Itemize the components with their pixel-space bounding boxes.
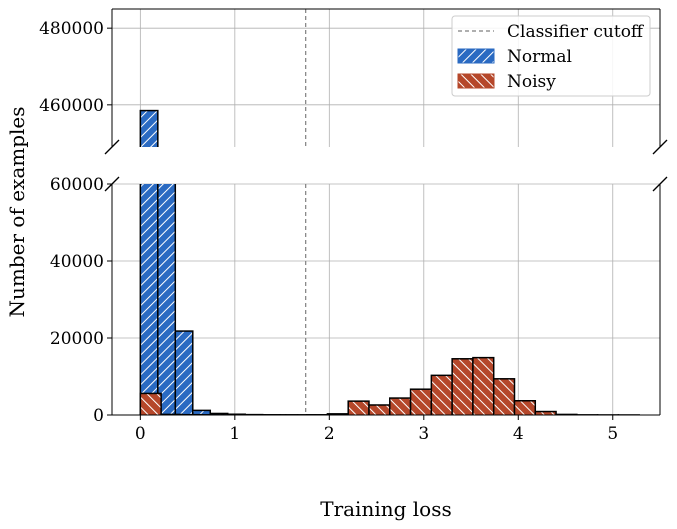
y-axis-title: Number of examples <box>5 106 29 317</box>
bar-noisy <box>409 388 433 415</box>
bar-normal <box>174 330 194 415</box>
y-tick-label: 460000 <box>39 96 104 116</box>
x-tick-label: 0 <box>135 424 146 444</box>
x-tick-label: 2 <box>324 424 335 444</box>
legend: Classifier cutoff Normal Noisy <box>451 15 651 97</box>
y-tick-label: 0 <box>93 406 104 426</box>
bar-noisy <box>513 400 537 415</box>
bar-noisy <box>472 356 495 415</box>
bars-bottom-panel <box>139 184 640 415</box>
bar-noisy <box>430 374 453 415</box>
x-tick-label: 1 <box>229 424 240 444</box>
grid-bottom <box>112 183 660 416</box>
bar-noisy <box>326 413 349 415</box>
axes-frames <box>104 8 668 416</box>
bar-noisy <box>451 358 474 415</box>
axis-break-mark <box>104 139 120 155</box>
bar-noisy <box>492 378 516 415</box>
x-tick-label: 5 <box>607 424 618 444</box>
legend-noisy-swatch <box>457 73 495 89</box>
bar-noisy <box>389 397 412 415</box>
bar-noisy <box>139 392 162 415</box>
legend-cutoff-label: Classifier cutoff <box>507 22 645 42</box>
legend-frame <box>451 15 651 97</box>
y-tick-label: 40000 <box>50 252 104 272</box>
x-axis-title: Training loss <box>320 497 452 521</box>
x-tick-label: 3 <box>418 424 429 444</box>
axis-break-mark <box>652 139 668 155</box>
legend-normal-label: Normal <box>507 47 572 67</box>
x-tick-label: 4 <box>513 424 524 444</box>
bar-normal <box>139 184 159 415</box>
axis-break-mark <box>652 176 668 192</box>
legend-noisy-label: Noisy <box>507 72 556 92</box>
y-tick-label: 20000 <box>50 329 104 349</box>
bar-noisy <box>534 410 557 415</box>
bars-top-panel <box>139 109 159 147</box>
axis-ticks: 0 1 2 3 4 5 460000 480000 0 20000 40000 60000 <box>39 19 618 444</box>
bar-normal <box>192 409 212 415</box>
legend-normal-swatch <box>457 48 495 64</box>
bar-normal <box>157 184 177 415</box>
y-tick-label: 480000 <box>39 19 104 39</box>
y-tick-label: 60000 <box>50 175 104 195</box>
bar-normal <box>139 109 159 147</box>
